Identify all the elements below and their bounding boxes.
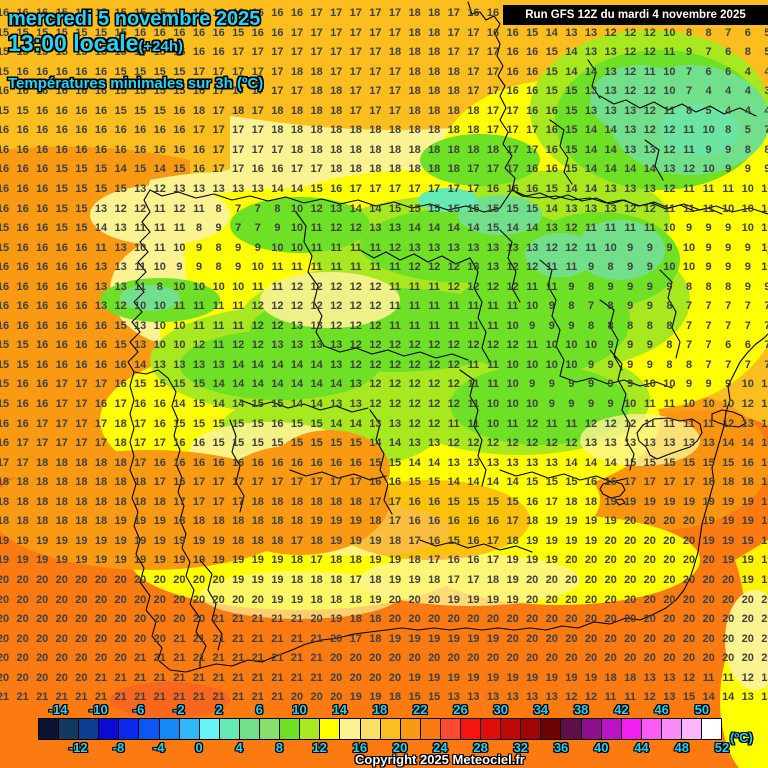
color-scale-tick-bottom: -8 xyxy=(112,740,125,755)
color-scale-swatch[interactable] xyxy=(159,719,180,739)
forecast-time-label: 13:00 locale(+24h) xyxy=(8,30,183,57)
color-scale-swatch[interactable] xyxy=(380,719,401,739)
color-scale-tick-bottom: 4 xyxy=(235,740,243,755)
color-scale-swatch[interactable] xyxy=(621,719,642,739)
color-scale-tick-top: 26 xyxy=(453,702,468,717)
color-scale-swatch[interactable] xyxy=(601,719,622,739)
color-scale-swatch[interactable] xyxy=(179,719,200,739)
color-scale-tick-top: -6 xyxy=(132,702,145,717)
color-scale-bar[interactable] xyxy=(38,718,722,740)
color-scale-tick-top: 30 xyxy=(493,702,508,717)
color-scale-tick-bottom: 0 xyxy=(195,740,203,755)
color-scale-swatch[interactable] xyxy=(119,719,140,739)
color-scale-swatch[interactable] xyxy=(199,719,220,739)
color-scale-tick-top: 10 xyxy=(292,702,307,717)
color-scale-swatch[interactable] xyxy=(561,719,582,739)
color-scale-swatch[interactable] xyxy=(79,719,100,739)
color-scale-swatch[interactable] xyxy=(340,719,361,739)
color-scale-tick-top: -14 xyxy=(48,702,68,717)
color-scale-tick-top: 38 xyxy=(573,702,589,717)
color-scale-tick-top: 42 xyxy=(614,702,629,717)
forecast-parameter-label: Températures minimales sur 3h (ºC) xyxy=(8,75,264,92)
color-scale-tick-bottom: 36 xyxy=(553,740,569,755)
color-scale-tick-bottom: 20 xyxy=(392,740,408,755)
color-scale-tick-bottom: 8 xyxy=(275,740,284,755)
color-scale-tick-bottom: 28 xyxy=(473,740,488,755)
color-scale-tick-bottom: 16 xyxy=(352,740,368,755)
color-scale-swatch[interactable] xyxy=(702,719,722,739)
color-scale[interactable] xyxy=(38,718,722,740)
color-scale-swatch[interactable] xyxy=(521,719,542,739)
color-scale-tick-top: -10 xyxy=(88,702,108,717)
color-scale-tick-bottom: 24 xyxy=(433,740,448,755)
color-scale-swatch[interactable] xyxy=(581,719,602,739)
color-scale-swatch[interactable] xyxy=(641,719,662,739)
color-scale-tick-bottom: 48 xyxy=(674,740,689,755)
color-scale-tick-top: 6 xyxy=(255,702,263,717)
color-scale-swatch[interactable] xyxy=(39,719,60,739)
color-scale-swatch[interactable] xyxy=(99,719,120,739)
color-scale-tick-bottom: 40 xyxy=(594,740,609,755)
color-scale-swatch[interactable] xyxy=(661,719,682,739)
copyright-label: Copyright 2025 Meteociel.fr xyxy=(355,752,525,767)
color-scale-tick-bottom: -12 xyxy=(68,740,88,755)
color-scale-swatch[interactable] xyxy=(481,719,502,739)
color-scale-tick-top: 2 xyxy=(215,702,223,717)
color-scale-tick-top: 50 xyxy=(694,702,710,717)
color-scale-tick-top: 22 xyxy=(413,702,428,717)
color-scale-swatch[interactable] xyxy=(420,719,441,739)
color-scale-swatch[interactable] xyxy=(59,719,80,739)
forecast-time-value: 13:00 locale xyxy=(8,30,139,56)
forecast-offset-value: (+24h) xyxy=(138,38,184,55)
color-scale-tick-bottom: 32 xyxy=(513,740,529,755)
color-scale-swatch[interactable] xyxy=(541,719,562,739)
color-scale-swatch[interactable] xyxy=(360,719,381,739)
model-run-label: Run GFS 12Z du mardi 4 novembre 2025 xyxy=(503,5,768,25)
color-scale-swatch[interactable] xyxy=(300,719,321,739)
color-scale-tick-bottom: 44 xyxy=(634,740,649,755)
color-scale-tick-bottom: 52 xyxy=(714,740,730,755)
color-scale-swatch[interactable] xyxy=(260,719,281,739)
color-scale-tick-bottom: 12 xyxy=(312,740,327,755)
color-scale-swatch[interactable] xyxy=(320,719,341,739)
color-scale-swatch[interactable] xyxy=(139,719,160,739)
color-scale-swatch[interactable] xyxy=(280,719,301,739)
color-scale-tick-top: 18 xyxy=(372,702,388,717)
color-scale-swatch[interactable] xyxy=(400,719,421,739)
color-scale-tick-top: 46 xyxy=(654,702,669,717)
color-scale-swatch[interactable] xyxy=(682,719,703,739)
color-scale-tick-top: -2 xyxy=(173,702,185,717)
color-scale-swatch[interactable] xyxy=(440,719,461,739)
color-scale-tick-top: 34 xyxy=(533,702,549,717)
color-scale-swatch[interactable] xyxy=(501,719,522,739)
color-scale-tick-bottom: -4 xyxy=(152,740,165,755)
color-scale-tick-top: 14 xyxy=(332,702,347,717)
unit-label: (ºC) xyxy=(730,730,753,745)
color-scale-swatch[interactable] xyxy=(460,719,482,739)
color-scale-swatch[interactable] xyxy=(239,719,261,739)
color-scale-swatch[interactable] xyxy=(219,719,240,739)
forecast-date-label: mercredi 5 novembre 2025 xyxy=(8,8,261,30)
